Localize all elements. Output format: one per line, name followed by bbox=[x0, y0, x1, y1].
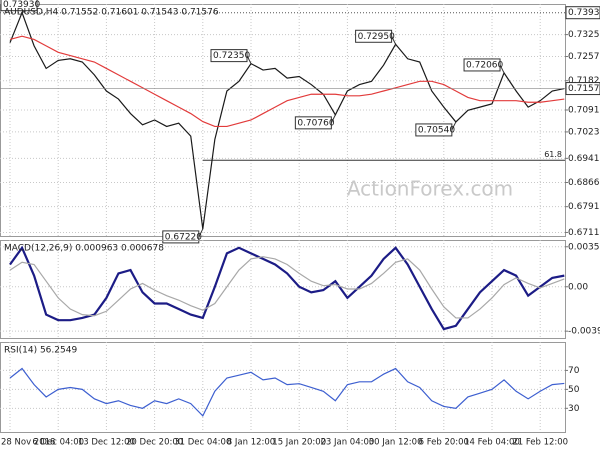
y-tick-label: -0.003986 bbox=[568, 327, 600, 337]
y-tick-label: 0.00 bbox=[568, 282, 588, 292]
annotation-leader bbox=[451, 121, 457, 131]
series-line bbox=[9, 245, 565, 331]
last-price-label: 0.71576 bbox=[568, 84, 600, 94]
x-tick-label: 30 Jan 12:00 bbox=[369, 438, 423, 448]
x-tick-label: 8 Jan 12:00 bbox=[227, 438, 275, 448]
annotation-label: 0.73930 bbox=[3, 0, 40, 10]
annotation-box bbox=[210, 49, 248, 63]
series-line bbox=[9, 367, 565, 417]
annotation-box bbox=[162, 230, 200, 244]
annotation-leader bbox=[499, 64, 505, 74]
x-tick-label: 23 Jan 04:00 bbox=[320, 438, 374, 448]
x-tick-label: 6 Dec 04:00 bbox=[32, 438, 84, 448]
annotation-leader bbox=[246, 55, 252, 64]
panel-frame bbox=[0, 4, 566, 237]
annotation-label: 0.72060 bbox=[466, 60, 503, 70]
y-tick-label: 30 bbox=[568, 404, 580, 414]
panel-frame bbox=[0, 342, 566, 433]
annotation-box bbox=[355, 29, 393, 43]
annotation-box bbox=[463, 58, 501, 72]
annotation-leader bbox=[391, 36, 397, 45]
x-tick-label: 15 Jan 20:00 bbox=[272, 438, 326, 448]
y-tick-label: 50 bbox=[568, 385, 580, 395]
x-tick-label: 28 Nov 2018 bbox=[1, 438, 55, 448]
x-tick-label: 13 Dec 12:00 bbox=[78, 438, 135, 448]
series-line bbox=[9, 256, 565, 319]
y-tick-label: 70 bbox=[568, 366, 580, 376]
x-tick-label: 20 Dec 20:00 bbox=[126, 438, 183, 448]
series-line bbox=[9, 35, 565, 128]
last-price-box bbox=[565, 82, 600, 96]
y-tick-label: 0.67110 bbox=[568, 228, 600, 238]
series-line bbox=[9, 11, 565, 229]
level-label-box bbox=[565, 6, 600, 20]
watermark: ActionForex.com bbox=[347, 177, 513, 201]
annotation-leader bbox=[330, 114, 336, 124]
annotation-box bbox=[294, 116, 332, 130]
annotation-label: 0.67220 bbox=[165, 232, 202, 242]
x-tick-label: 31 Dec 04:00 bbox=[174, 438, 231, 448]
annotation-label: 0.72950 bbox=[358, 32, 395, 42]
x-tick-label: 21 Feb 12:00 bbox=[512, 438, 568, 448]
panel-title: RSI(14) 56.2549 bbox=[4, 346, 77, 356]
annotation-box bbox=[415, 123, 453, 137]
x-tick-label: 6 Feb 20:00 bbox=[419, 438, 469, 448]
y-tick-label: 0.003592 bbox=[568, 242, 600, 252]
annotation-box bbox=[0, 0, 38, 12]
panel-frame bbox=[0, 240, 566, 339]
x-tick-label: 14 Feb 04:00 bbox=[464, 438, 520, 448]
level-label: 0.73930 bbox=[568, 8, 600, 18]
panel-title: AUDUSD,H4 0.71552 0.71601 0.71543 0.7157… bbox=[4, 8, 219, 18]
annotation-label: 0.72350 bbox=[213, 51, 250, 61]
annotation-leader bbox=[198, 228, 204, 238]
annotation-label: 0.70540 bbox=[418, 125, 455, 135]
panel-title: MACD(12,26,9) 0.000963 0.000678 bbox=[4, 244, 164, 254]
level-label: 61.8 bbox=[544, 150, 562, 159]
annotation-label: 0.70760 bbox=[297, 118, 334, 128]
